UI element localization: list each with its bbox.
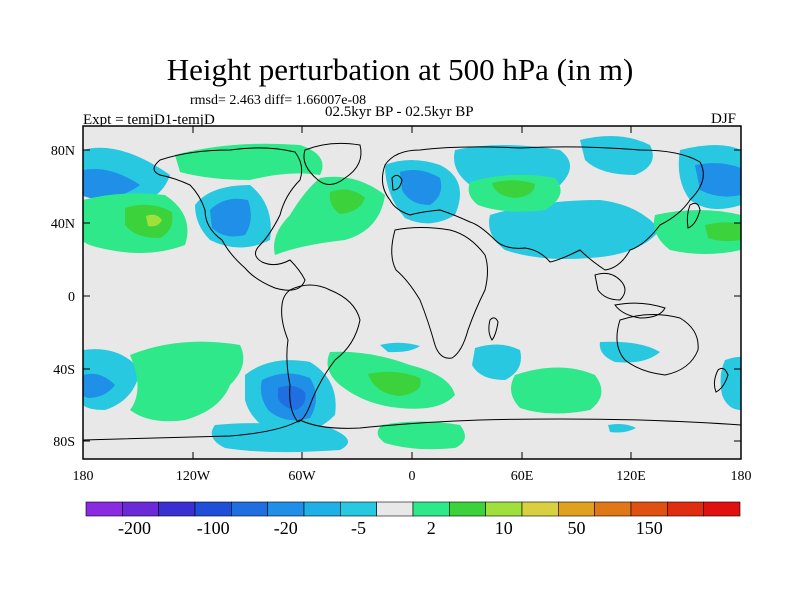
colorbar-swatch bbox=[521, 501, 559, 517]
colorbar-swatch bbox=[558, 501, 595, 517]
colorbar-swatch bbox=[194, 501, 232, 517]
anomaly-region bbox=[654, 210, 741, 254]
coastline-new-zealand bbox=[713, 367, 729, 393]
anomaly-region bbox=[400, 170, 442, 205]
coastline-british-isles bbox=[391, 174, 403, 191]
colorbar-swatch bbox=[667, 501, 704, 517]
colorbar bbox=[85, 501, 741, 517]
experiment-label: Expt = temjD1-temjD bbox=[83, 112, 215, 128]
anomaly-region bbox=[489, 200, 660, 259]
season-label: DJF bbox=[711, 111, 737, 127]
colorbar-label: -5 bbox=[351, 518, 366, 538]
coastline-south-america bbox=[281, 284, 361, 423]
lon-axis bbox=[82, 126, 632, 459]
anomaly-region bbox=[329, 189, 365, 214]
coastline-antarctica bbox=[83, 418, 741, 441]
anomaly-region bbox=[130, 341, 244, 422]
anomaly-region bbox=[377, 421, 465, 450]
colorbar-swatch bbox=[449, 501, 486, 517]
map-title: Height perturbation at 500 hPa (in m) bbox=[166, 52, 634, 87]
coastline-eurasia bbox=[381, 146, 704, 271]
colorbar-label: 150 bbox=[636, 518, 663, 538]
anomaly-region bbox=[210, 198, 251, 237]
colorbar-label: 50 bbox=[568, 518, 586, 538]
anomaly-region bbox=[368, 371, 421, 396]
coastline-australia bbox=[616, 314, 699, 376]
colorbar-swatch bbox=[630, 501, 668, 517]
lat-label-40s: 40S bbox=[53, 363, 75, 378]
anomaly-region bbox=[511, 367, 602, 414]
colorbar-swatch bbox=[158, 501, 196, 517]
stats-text: rmsd= 2.463 diff= 1.66007e-08 bbox=[190, 93, 367, 108]
lon-label-0: 0 bbox=[409, 469, 416, 484]
anomaly-region bbox=[705, 222, 741, 242]
lon-label-180e: 180 bbox=[731, 469, 752, 484]
colorbar-label: -100 bbox=[197, 518, 230, 538]
coastline-north-america bbox=[153, 147, 306, 291]
lon-label-60w: 60W bbox=[288, 469, 316, 484]
period-label: 02.5kyr BP - 02.5kyr BP bbox=[325, 104, 474, 120]
colorbar-swatch bbox=[231, 501, 268, 517]
colorbar-swatch bbox=[303, 501, 341, 517]
anomaly-region bbox=[278, 385, 306, 410]
lon-label-180w: 180 bbox=[73, 469, 94, 484]
colorbar-swatch bbox=[594, 501, 632, 517]
coastline-greenland bbox=[303, 142, 362, 185]
anomaly-region bbox=[599, 341, 660, 363]
anomaly-region bbox=[695, 163, 741, 197]
colorbar-swatch bbox=[122, 501, 159, 517]
coastline-madagascar bbox=[488, 317, 499, 341]
lat-label-40n: 40N bbox=[51, 217, 75, 232]
lon-label-60e: 60E bbox=[511, 469, 534, 484]
anomaly-region bbox=[175, 143, 323, 180]
coastline-southeast-asia bbox=[594, 272, 626, 301]
anomaly-region bbox=[380, 342, 420, 353]
colorbar-label: -200 bbox=[118, 518, 151, 538]
anomaly-region bbox=[83, 169, 140, 199]
colorbar-swatch bbox=[376, 501, 414, 517]
coastline-japan bbox=[686, 202, 701, 229]
anomaly-region bbox=[492, 180, 535, 198]
colorbar-swatch bbox=[85, 501, 123, 517]
colorbar-swatch bbox=[485, 501, 523, 517]
lat-label-80s: 80S bbox=[53, 435, 75, 450]
colorbar-label: 2 bbox=[427, 518, 436, 538]
colorbar-label: -20 bbox=[274, 518, 298, 538]
anomaly-region bbox=[146, 214, 162, 227]
anomaly-contours bbox=[83, 136, 741, 453]
anomaly-region bbox=[83, 373, 115, 398]
coastline-indonesia bbox=[614, 302, 666, 319]
colorbar-label: 10 bbox=[495, 518, 513, 538]
lat-axis bbox=[83, 149, 741, 442]
coastlines bbox=[83, 142, 741, 441]
lon-label-120e: 120E bbox=[616, 469, 646, 484]
colorbar-swatch bbox=[267, 501, 305, 517]
coastline-africa bbox=[391, 227, 488, 359]
lat-label-80n: 80N bbox=[51, 144, 75, 159]
anomaly-region bbox=[211, 423, 348, 453]
colorbar-swatch bbox=[412, 501, 450, 517]
colorbar-swatch bbox=[703, 501, 741, 517]
colorbar-swatch bbox=[340, 501, 377, 517]
anomaly-region bbox=[472, 344, 521, 380]
lat-label-0: 0 bbox=[68, 290, 75, 305]
colorbar-labels: -200 -100 -20 -5 2 10 50 150 bbox=[118, 518, 663, 538]
anomaly-region bbox=[580, 136, 653, 175]
anomaly-region bbox=[608, 424, 636, 433]
lon-label-120w: 120W bbox=[176, 469, 211, 484]
